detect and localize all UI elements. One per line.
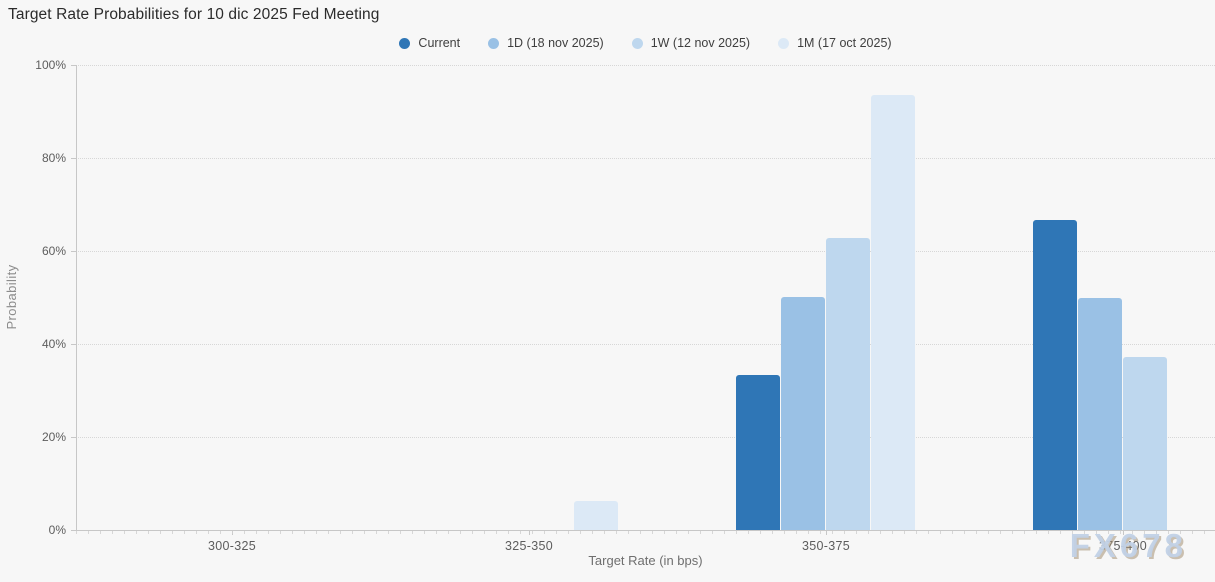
- legend-dot-icon: [399, 37, 411, 49]
- legend-dot-icon: [778, 37, 790, 49]
- bar-current-375-400[interactable]: [1033, 220, 1077, 530]
- legend-dot-icon: [631, 37, 643, 49]
- y-axis-title: Probability: [4, 264, 19, 330]
- grid-line: [76, 251, 1215, 252]
- legend-label: 1W (12 nov 2025): [650, 36, 751, 50]
- x-tick-label: 325-350: [505, 539, 553, 553]
- y-axis-tick: [71, 251, 76, 252]
- bar-1w-350-375[interactable]: [826, 238, 870, 530]
- y-axis-tick: [71, 530, 76, 531]
- legend-item-current[interactable]: Current: [399, 36, 460, 50]
- grid-line: [76, 158, 1215, 159]
- legend-item-1d[interactable]: 1D (18 nov 2025): [488, 36, 604, 50]
- y-tick-label: 0%: [48, 523, 66, 537]
- watermark: FX678: [1069, 527, 1187, 564]
- y-axis-line: [76, 65, 77, 530]
- x-axis-title: Target Rate (in bps): [588, 553, 703, 568]
- y-axis-tick: [71, 344, 76, 345]
- legend-item-1w[interactable]: 1W (12 nov 2025): [631, 36, 751, 50]
- legend-label: Current: [418, 36, 461, 50]
- chart-title: Target Rate Probabilities for 10 dic 202…: [8, 6, 380, 23]
- x-axis-line: [76, 530, 1215, 531]
- legend-label: 1M (17 oct 2025): [797, 36, 892, 50]
- grid-line: [76, 65, 1215, 66]
- bar-current-350-375[interactable]: [736, 375, 780, 530]
- bar-1w-375-400[interactable]: [1123, 357, 1167, 530]
- x-axis-minor-ticks: [76, 531, 1215, 534]
- grid-line: [76, 437, 1215, 438]
- y-tick-label: 20%: [41, 430, 66, 444]
- legend-dot-icon: [488, 37, 500, 49]
- y-tick-label: 100%: [35, 58, 66, 72]
- y-axis-tick: [71, 437, 76, 438]
- x-tick-label: 300-325: [208, 539, 256, 553]
- legend-item-1m[interactable]: 1M (17 oct 2025): [778, 36, 892, 50]
- y-tick-label: 40%: [41, 337, 66, 351]
- y-tick-label: 80%: [41, 151, 66, 165]
- bar-1m-325-350[interactable]: [574, 501, 618, 530]
- y-axis-tick: [71, 65, 76, 66]
- legend: Current 1D (18 nov 2025) 1W (12 nov 2025) 1…: [76, 36, 1215, 50]
- bar-1d-350-375[interactable]: [781, 297, 825, 530]
- x-tick-label: 350-375: [802, 539, 850, 553]
- bar-1m-350-375[interactable]: [871, 95, 915, 530]
- x-tick-label: 375-400: [1099, 539, 1147, 553]
- bar-1d-375-400[interactable]: [1078, 298, 1122, 530]
- grid-line: [76, 344, 1215, 345]
- y-axis-tick: [71, 158, 76, 159]
- y-tick-label: 60%: [41, 244, 66, 258]
- legend-label: 1D (18 nov 2025): [507, 36, 604, 50]
